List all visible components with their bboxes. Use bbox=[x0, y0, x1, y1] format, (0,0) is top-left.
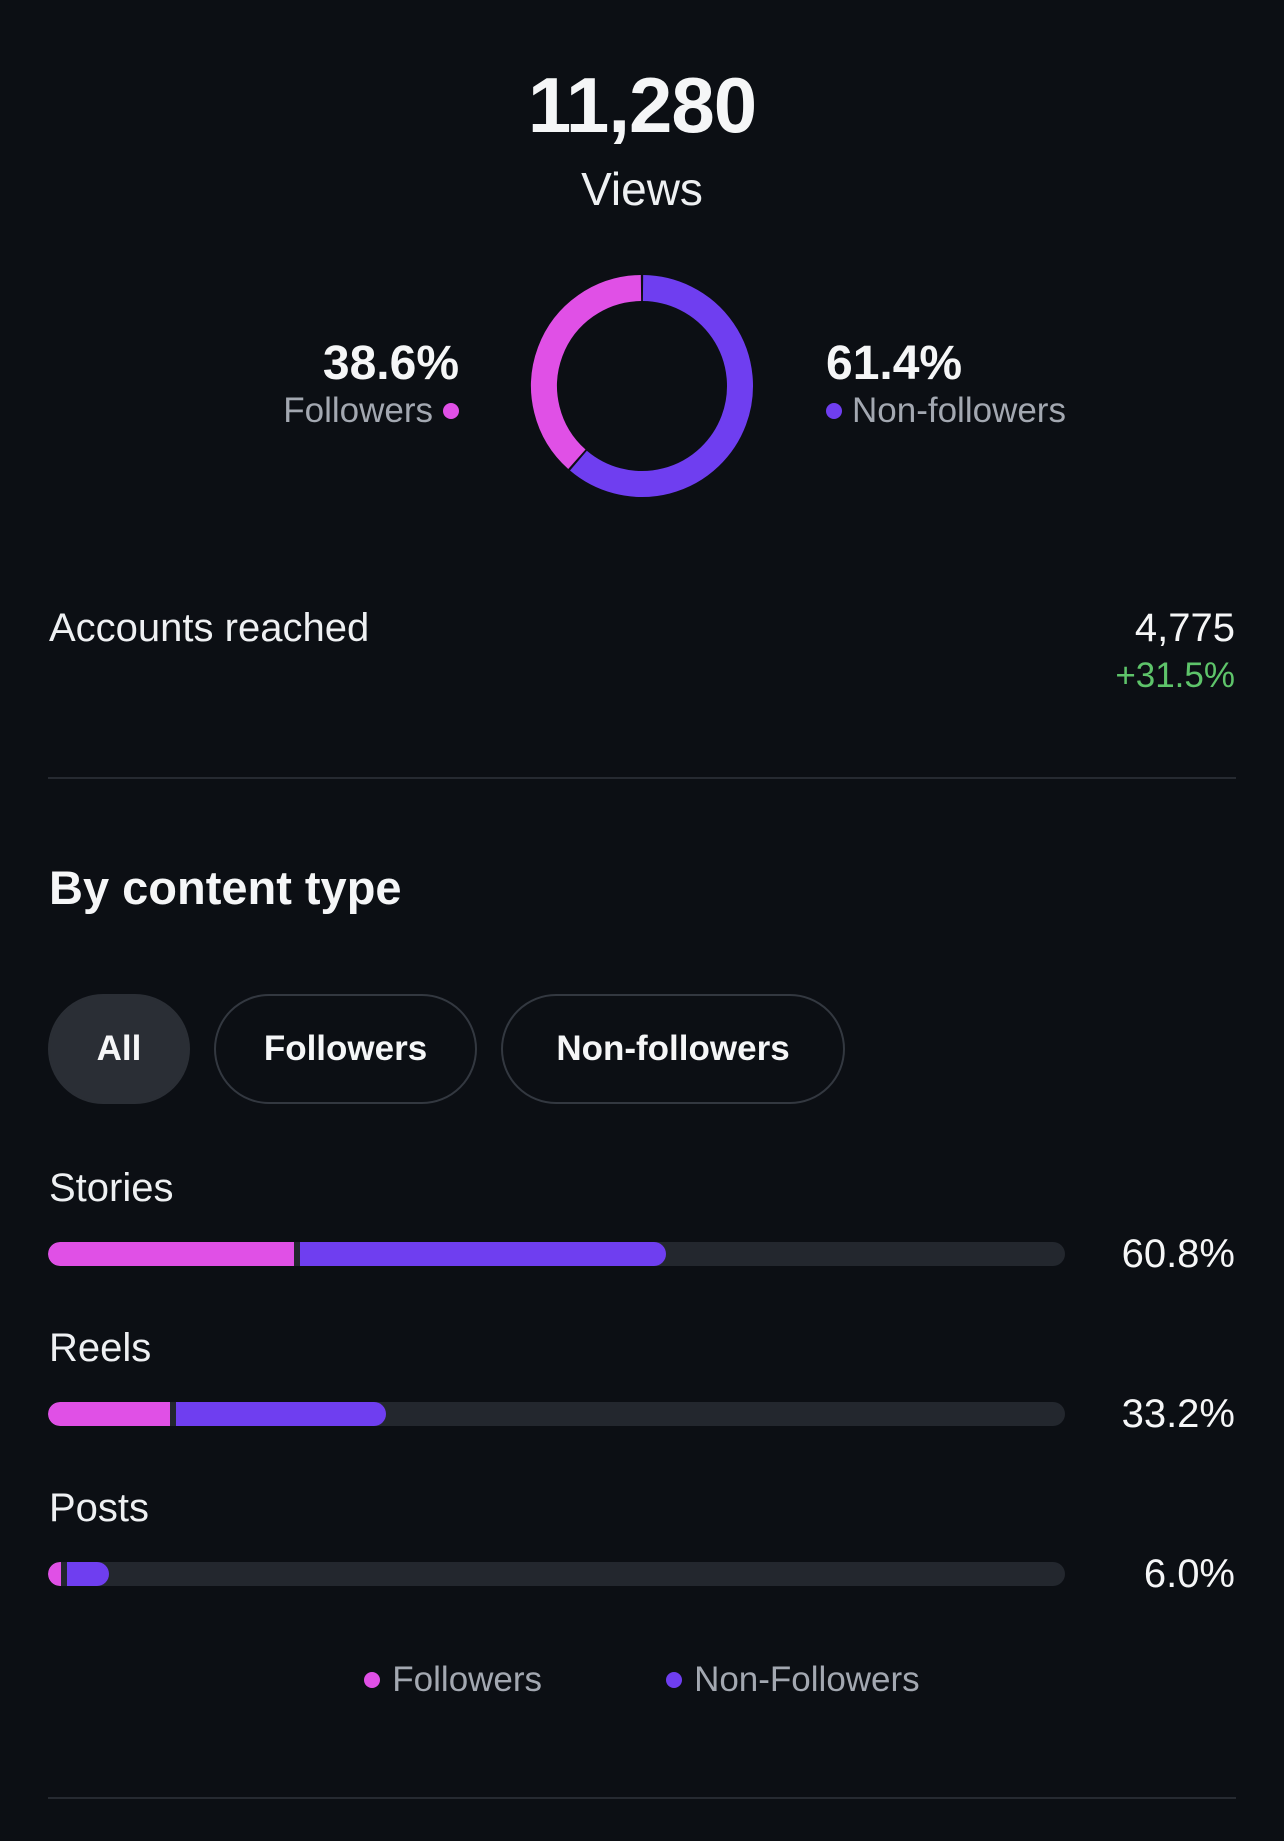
non-followers-split: 61.4% Non-followers bbox=[826, 336, 1066, 431]
views-value: 11,280 bbox=[527, 61, 757, 149]
stories-non-followers-segment bbox=[300, 1242, 667, 1266]
accounts-reached-change: +31.5% bbox=[1115, 656, 1235, 695]
posts-label: Posts bbox=[49, 1486, 150, 1530]
donut-followers-slice bbox=[531, 275, 642, 469]
legend-item-non-followers: Non-Followers bbox=[666, 1660, 920, 1700]
followers-dot-icon bbox=[364, 1672, 381, 1688]
reels-bar bbox=[48, 1402, 1065, 1426]
filter-all-chip[interactable]: All bbox=[48, 994, 190, 1104]
filter-non-followers-chip[interactable]: Non-followers bbox=[501, 994, 845, 1104]
donut-non-followers-slice bbox=[570, 275, 753, 497]
followers-split: 38.6% Followers bbox=[283, 336, 459, 431]
stories-bar bbox=[48, 1242, 1065, 1266]
non-followers-label: Non-followers bbox=[852, 391, 1066, 430]
legend-followers-label: Followers bbox=[392, 1660, 543, 1699]
views-donut-chart bbox=[531, 275, 753, 497]
reels-label: Reels bbox=[49, 1326, 152, 1370]
divider bbox=[48, 1797, 1236, 1799]
posts-non-followers-segment bbox=[67, 1562, 109, 1586]
legend-non-followers-label: Non-Followers bbox=[694, 1660, 920, 1699]
followers-label: Followers bbox=[283, 391, 433, 430]
reels-percent: 33.2% bbox=[1121, 1392, 1235, 1436]
legend-item-followers: Followers bbox=[364, 1660, 542, 1700]
followers-percent: 38.6% bbox=[322, 337, 459, 390]
non-followers-percent: 61.4% bbox=[826, 337, 963, 390]
stories-followers-segment bbox=[48, 1242, 295, 1266]
accounts-reached-value: 4,775 bbox=[1134, 606, 1235, 650]
accounts-reached-label: Accounts reached bbox=[49, 606, 370, 650]
followers-dot-icon bbox=[443, 403, 459, 419]
legend: Followers Non-Followers bbox=[0, 1660, 1284, 1700]
filter-followers-chip[interactable]: Followers bbox=[214, 994, 477, 1104]
section-title: By content type bbox=[49, 861, 402, 914]
non-followers-dot-icon bbox=[826, 403, 842, 419]
divider bbox=[48, 777, 1236, 779]
reels-non-followers-segment bbox=[176, 1402, 386, 1426]
posts-percent: 6.0% bbox=[1143, 1552, 1235, 1596]
stories-percent: 60.8% bbox=[1121, 1232, 1235, 1276]
posts-bar bbox=[48, 1562, 1065, 1586]
posts-followers-segment bbox=[48, 1562, 62, 1586]
non-followers-dot-icon bbox=[666, 1672, 683, 1688]
stories-label: Stories bbox=[49, 1166, 174, 1210]
views-label: Views bbox=[581, 163, 703, 215]
reels-followers-segment bbox=[48, 1402, 171, 1426]
